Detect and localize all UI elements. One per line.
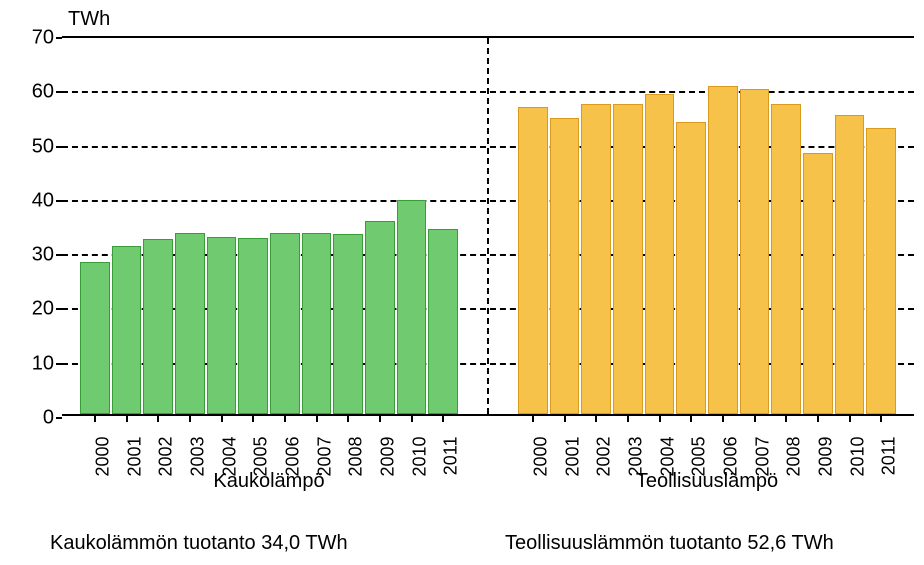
x-tick-mark bbox=[411, 416, 413, 422]
y-unit-label: TWh bbox=[68, 8, 110, 31]
panel-title-teollisuuslampo: Teollisuuslämpö bbox=[518, 470, 896, 493]
bar-kaukolampo-2010 bbox=[397, 200, 427, 414]
bar-teollisuuslampo-2006 bbox=[708, 86, 738, 414]
panel-title-kaukolampo: Kaukolämpö bbox=[80, 470, 458, 493]
x-tick-mark bbox=[785, 416, 787, 422]
x-tick-mark bbox=[442, 416, 444, 422]
bar-kaukolampo-2007 bbox=[302, 233, 332, 414]
panel-divider bbox=[487, 38, 489, 414]
y-tick-label: 40 bbox=[32, 189, 62, 212]
bar-kaukolampo-2003 bbox=[175, 233, 205, 414]
x-tick-mark bbox=[221, 416, 223, 422]
x-tick-mark bbox=[252, 416, 254, 422]
bar-kaukolampo-2005 bbox=[238, 238, 268, 414]
y-tick-label: 60 bbox=[32, 81, 62, 104]
x-tick-mark bbox=[627, 416, 629, 422]
x-tick-mark bbox=[284, 416, 286, 422]
bar-teollisuuslampo-2003 bbox=[613, 104, 643, 415]
bar-teollisuuslampo-2007 bbox=[740, 89, 770, 414]
y-tick-label: 50 bbox=[32, 135, 62, 158]
x-tick-mark bbox=[659, 416, 661, 422]
y-tick-label: 0 bbox=[43, 407, 62, 430]
y-tick-label: 10 bbox=[32, 352, 62, 375]
bar-kaukolampo-2011 bbox=[428, 229, 458, 414]
x-tick-mark bbox=[316, 416, 318, 422]
plot-area: 010203040506070 bbox=[62, 36, 914, 416]
bar-teollisuuslampo-2008 bbox=[771, 104, 801, 415]
bar-teollisuuslampo-2005 bbox=[676, 122, 706, 414]
bar-kaukolampo-2002 bbox=[143, 239, 173, 414]
x-tick-mark bbox=[564, 416, 566, 422]
x-tick-mark bbox=[379, 416, 381, 422]
y-tick-label: 30 bbox=[32, 244, 62, 267]
bar-teollisuuslampo-2001 bbox=[550, 118, 580, 414]
footer-teollisuuslampo: Teollisuuslämmön tuotanto 52,6 TWh bbox=[505, 532, 834, 555]
x-tick-mark bbox=[157, 416, 159, 422]
x-tick-mark bbox=[595, 416, 597, 422]
x-tick-mark bbox=[189, 416, 191, 422]
x-tick-mark bbox=[532, 416, 534, 422]
bar-teollisuuslampo-2011 bbox=[866, 128, 896, 414]
bar-teollisuuslampo-2000 bbox=[518, 107, 548, 414]
x-tick-mark bbox=[126, 416, 128, 422]
bar-kaukolampo-2000 bbox=[80, 262, 110, 414]
x-tick-mark bbox=[690, 416, 692, 422]
bar-kaukolampo-2009 bbox=[365, 221, 395, 414]
x-tick-mark bbox=[849, 416, 851, 422]
bar-kaukolampo-2001 bbox=[112, 246, 142, 414]
bar-teollisuuslampo-2004 bbox=[645, 94, 675, 414]
y-tick-label: 20 bbox=[32, 298, 62, 321]
x-tick-mark bbox=[880, 416, 882, 422]
x-tick-mark bbox=[347, 416, 349, 422]
x-tick-mark bbox=[817, 416, 819, 422]
bar-teollisuuslampo-2002 bbox=[581, 104, 611, 415]
x-tick-mark bbox=[722, 416, 724, 422]
y-tick-label: 70 bbox=[32, 27, 62, 50]
bar-kaukolampo-2008 bbox=[333, 234, 363, 414]
x-tick-mark bbox=[754, 416, 756, 422]
bar-kaukolampo-2006 bbox=[270, 233, 300, 414]
bar-teollisuuslampo-2010 bbox=[835, 115, 865, 414]
bar-kaukolampo-2004 bbox=[207, 237, 237, 414]
footer-kaukolampo: Kaukolämmön tuotanto 34,0 TWh bbox=[50, 532, 348, 555]
bar-teollisuuslampo-2009 bbox=[803, 153, 833, 414]
x-tick-mark bbox=[94, 416, 96, 422]
chart-root: TWh 010203040506070 20002001200220032004… bbox=[0, 0, 924, 565]
